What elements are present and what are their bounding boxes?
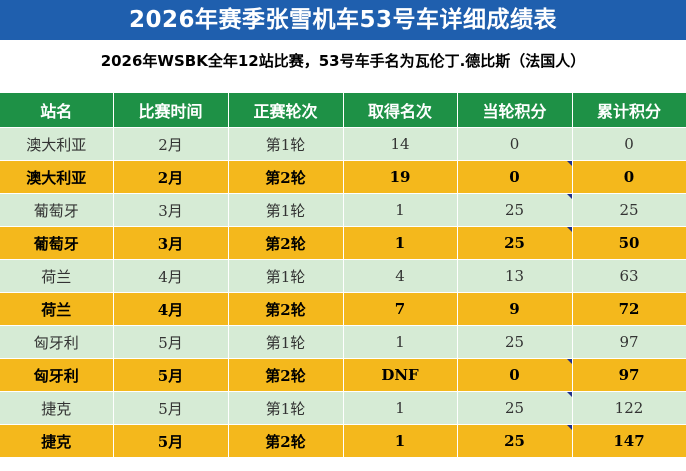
cell-points[interactable]: 9 — [457, 292, 573, 326]
cell-points[interactable]: 0 — [457, 160, 573, 194]
table-row: 澳大利亚 2月 第2轮 19 0 0 — [0, 160, 686, 194]
sheet-subtitle: 2026年WSBK全年12站比赛，53号车手名为瓦伦丁.德比斯（法国人） — [0, 40, 686, 82]
cell-points[interactable]: 0 — [457, 358, 573, 392]
cell-month[interactable]: 2月 — [113, 127, 229, 161]
cell-month[interactable]: 5月 — [113, 424, 229, 458]
table-row: 葡萄牙 3月 第2轮 1 25 50 — [0, 226, 686, 260]
table-row: 葡萄牙 3月 第1轮 1 25 25 — [0, 193, 686, 227]
cell-points[interactable]: 25 — [457, 325, 573, 359]
table-row: 匈牙利 5月 第2轮 DNF 0 97 — [0, 358, 686, 392]
header-rank: 取得名次 — [343, 93, 458, 128]
cell-rank[interactable]: 19 — [343, 160, 458, 194]
cell-rank[interactable]: 4 — [343, 259, 458, 293]
results-table: 站名 比赛时间 正赛轮次 取得名次 当轮积分 累计积分 澳大利亚 2月 第1轮 14 0… — [0, 93, 686, 458]
cell-station[interactable]: 荷兰 — [0, 259, 114, 293]
cell-round[interactable]: 第2轮 — [228, 358, 344, 392]
cell-month[interactable]: 3月 — [113, 226, 229, 260]
spacer-row — [0, 82, 686, 93]
header-round: 正赛轮次 — [228, 93, 344, 128]
cell-rank[interactable]: 1 — [343, 193, 458, 227]
cell-round[interactable]: 第1轮 — [228, 193, 344, 227]
cell-month[interactable]: 4月 — [113, 292, 229, 326]
cell-round[interactable]: 第1轮 — [228, 325, 344, 359]
cell-round[interactable]: 第2轮 — [228, 292, 344, 326]
table-row: 荷兰 4月 第1轮 4 13 63 — [0, 259, 686, 293]
header-row: 站名 比赛时间 正赛轮次 取得名次 当轮积分 累计积分 — [0, 93, 686, 128]
cell-round[interactable]: 第1轮 — [228, 127, 344, 161]
cell-rank[interactable]: 1 — [343, 226, 458, 260]
cell-round[interactable]: 第2轮 — [228, 424, 344, 458]
cell-total[interactable]: 25 — [572, 193, 686, 227]
cell-station[interactable]: 葡萄牙 — [0, 226, 114, 260]
cell-month[interactable]: 5月 — [113, 391, 229, 425]
cell-station[interactable]: 捷克 — [0, 391, 114, 425]
cell-total[interactable]: 147 — [572, 424, 686, 458]
cell-total[interactable]: 63 — [572, 259, 686, 293]
header-points: 当轮积分 — [457, 93, 573, 128]
cell-station[interactable]: 捷克 — [0, 424, 114, 458]
cell-month[interactable]: 4月 — [113, 259, 229, 293]
cell-round[interactable]: 第2轮 — [228, 226, 344, 260]
cell-rank[interactable]: 1 — [343, 424, 458, 458]
cell-station[interactable]: 澳大利亚 — [0, 127, 114, 161]
cell-round[interactable]: 第2轮 — [228, 160, 344, 194]
comment-marker-icon — [566, 227, 572, 232]
cell-points[interactable]: 25 — [457, 226, 573, 260]
cell-station[interactable]: 澳大利亚 — [0, 160, 114, 194]
table-row: 捷克 5月 第2轮 1 25 147 — [0, 424, 686, 458]
cell-round[interactable]: 第1轮 — [228, 391, 344, 425]
cell-month[interactable]: 3月 — [113, 193, 229, 227]
table-row: 荷兰 4月 第2轮 7 9 72 — [0, 292, 686, 326]
cell-points[interactable]: 0 — [457, 127, 573, 161]
table-row: 澳大利亚 2月 第1轮 14 0 0 — [0, 127, 686, 161]
header-month: 比赛时间 — [113, 93, 229, 128]
cell-points[interactable]: 25 — [457, 193, 573, 227]
cell-rank[interactable]: 7 — [343, 292, 458, 326]
comment-marker-icon — [566, 425, 572, 430]
cell-rank[interactable]: 1 — [343, 391, 458, 425]
cell-total[interactable]: 97 — [572, 325, 686, 359]
table-body: 澳大利亚 2月 第1轮 14 0 0 澳大利亚 2月 第2轮 19 0 0 葡萄牙 3月 第1轮 1 25 25 葡… — [0, 127, 686, 458]
header-station: 站名 — [0, 93, 114, 128]
cell-points[interactable]: 25 — [457, 391, 573, 425]
comment-marker-icon — [566, 161, 572, 166]
cell-total[interactable]: 0 — [572, 127, 686, 161]
cell-points[interactable]: 13 — [457, 259, 573, 293]
table-row: 捷克 5月 第1轮 1 25 122 — [0, 391, 686, 425]
cell-total[interactable]: 0 — [572, 160, 686, 194]
cell-month[interactable]: 5月 — [113, 358, 229, 392]
cell-rank[interactable]: 1 — [343, 325, 458, 359]
comment-marker-icon — [566, 194, 572, 199]
cell-total[interactable]: 72 — [572, 292, 686, 326]
cell-station[interactable]: 荷兰 — [0, 292, 114, 326]
cell-station[interactable]: 匈牙利 — [0, 325, 114, 359]
comment-marker-icon — [566, 359, 572, 364]
cell-rank[interactable]: DNF — [343, 358, 458, 392]
cell-rank[interactable]: 14 — [343, 127, 458, 161]
cell-total[interactable]: 97 — [572, 358, 686, 392]
cell-round[interactable]: 第1轮 — [228, 259, 344, 293]
cell-station[interactable]: 匈牙利 — [0, 358, 114, 392]
cell-month[interactable]: 5月 — [113, 325, 229, 359]
table-row: 匈牙利 5月 第1轮 1 25 97 — [0, 325, 686, 359]
cell-total[interactable]: 50 — [572, 226, 686, 260]
comment-marker-icon — [566, 392, 572, 397]
cell-month[interactable]: 2月 — [113, 160, 229, 194]
cell-points[interactable]: 25 — [457, 424, 573, 458]
sheet-title: 2026年赛季张雪机车53号车详细成绩表 — [0, 0, 686, 40]
cell-total[interactable]: 122 — [572, 391, 686, 425]
cell-station[interactable]: 葡萄牙 — [0, 193, 114, 227]
header-total: 累计积分 — [572, 93, 686, 128]
